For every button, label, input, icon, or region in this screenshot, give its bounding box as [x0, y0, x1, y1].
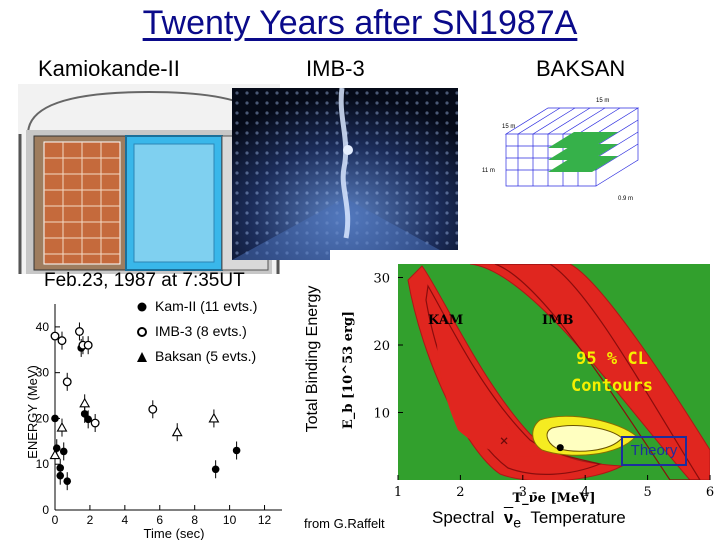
event-point-0-7	[80, 410, 89, 418]
binding-y-inner-label: E_b [10^53 erg]	[341, 311, 356, 429]
binding-x-tick-label-2: 3	[519, 485, 527, 500]
binding-y-tick-label-0: 10	[373, 407, 390, 422]
events-chart: 0 2 4 6 8 10 12 0 10 20 30 40 Time (sec) ENERGY (M…	[0, 300, 290, 540]
event-point-2-2	[79, 397, 91, 408]
event-point-0-5	[63, 477, 72, 485]
binding-y-outer-label: Total Binding Energy	[304, 285, 321, 433]
imb-detector-photo	[232, 88, 458, 260]
event-point-1-5	[83, 340, 93, 350]
event-point-2-1	[56, 421, 68, 432]
events-y-tick-label-0: 0	[42, 503, 49, 517]
imb-label: IMB-3	[306, 56, 365, 81]
events-x-label: Time (sec)	[144, 526, 205, 540]
filled-circle-icon	[137, 302, 147, 311]
events-x-tick-label-1: 2	[87, 513, 94, 527]
events-x-tick-label-4: 8	[191, 513, 198, 527]
baksan-detector-drawing: 15 m 15 m 11 m 0.9 m	[482, 98, 640, 202]
legend-baksan-label: Baksan (5 evts.)	[155, 348, 257, 364]
events-x-tick-label-6: 12	[258, 513, 272, 527]
event-date: Feb.23, 1987 at 7:35UT	[44, 270, 245, 291]
events-x-tick-label-2: 4	[122, 513, 129, 527]
theory-point	[556, 444, 564, 452]
event-point-1-3	[74, 327, 84, 336]
event-point-1-1	[57, 336, 67, 346]
binding-x-tick-label-3: 4	[581, 485, 589, 500]
event-point-0-10	[232, 446, 241, 455]
legend-imb-label: IMB-3 (8 evts.)	[155, 323, 247, 339]
spectral-left: Spectral	[432, 508, 495, 527]
nu-subscript: e	[513, 515, 522, 532]
binding-x-tick-label-1: 2	[456, 485, 464, 500]
kamiokande-label: Kamiokande-II	[38, 56, 180, 81]
events-y-tick-label-2: 20	[36, 411, 50, 425]
legend-kam-label: Kam-II (11 evts.)	[155, 298, 258, 314]
legend-item-imb: IMB-3 (8 evts.)	[136, 319, 257, 344]
event-point-0-8	[84, 415, 92, 424]
event-point-0-0	[51, 414, 59, 423]
event-point-0-1	[52, 444, 61, 452]
events-y-ticks: 0 10 20 30 40	[36, 320, 60, 517]
events-points	[49, 322, 241, 491]
spectral-right: Temperature	[530, 508, 626, 527]
imb-region-label: IMB	[542, 313, 573, 328]
binding-x-tick-label-0: 1	[394, 485, 402, 500]
binding-y-ticks: 10 20 30	[373, 272, 403, 422]
credit-text: from G.Raffelt	[304, 516, 385, 531]
kam-region-label: KAM	[428, 313, 463, 328]
events-x-ticks: 0 2 4 6 8 10 12	[52, 505, 272, 527]
events-y-label: ENERGY (MeV)	[25, 365, 40, 459]
overlap-region-inner	[546, 425, 623, 452]
events-legend: Kam-II (11 evts.) IMB-3 (8 evts.) Baksan…	[136, 294, 257, 369]
imb-region-outer	[469, 264, 710, 480]
binding-x-inner-label: T_ν̄e [MeV]	[512, 491, 595, 506]
event-point-1-7	[148, 404, 158, 414]
legend-item-baksan: Baksan (5 evts.)	[136, 344, 257, 369]
triangle-icon	[137, 351, 147, 362]
binding-marks	[500, 437, 564, 452]
baksan-dim-height: 11 m	[482, 168, 495, 174]
event-point-0-4	[59, 447, 68, 456]
events-y-tick-label-3: 30	[36, 366, 50, 380]
binding-energy-chart: 1 2 3 4 5 6 10 20 30 KAM IMB E_b [10^53 erg] T_…	[330, 250, 718, 510]
binding-y-tick-label-2: 30	[373, 272, 390, 287]
contours-note: 95 % CL Contours	[562, 346, 662, 400]
baksan-label: BAKSAN	[536, 56, 626, 81]
spectral-axis-title: Spectral νe Temperature	[432, 508, 626, 531]
imb-region-inner	[494, 264, 701, 480]
events-x-tick-label-3: 6	[156, 513, 163, 527]
events-y-tick-label-1: 10	[36, 457, 50, 471]
event-point-1-6	[90, 418, 100, 428]
event-point-1-2	[62, 377, 72, 387]
events-x-tick-label-5: 10	[223, 513, 237, 527]
open-circle-icon	[137, 326, 147, 337]
baksan-dim-depth: 0.9 m	[618, 196, 633, 202]
contours-line-2: Contours	[571, 376, 653, 396]
page-title: Twenty Years after SN1987A	[142, 4, 578, 42]
contours-line-1: 95 % CL	[576, 349, 648, 369]
event-point-2-4	[208, 412, 220, 423]
event-point-0-9	[211, 465, 220, 474]
event-point-2-3	[171, 426, 183, 437]
binding-x-ticks: 1 2 3 4 5 6	[394, 475, 714, 500]
theory-box: Theory	[621, 436, 687, 466]
kam-best-fit-mark	[500, 437, 508, 445]
events-y-tick-label-4: 40	[36, 320, 50, 334]
legend-item-kam: Kam-II (11 evts.)	[136, 294, 257, 319]
binding-x-tick-label-4: 5	[643, 485, 651, 500]
kam-region-fill	[436, 310, 540, 457]
binding-x-tick-label-5: 6	[706, 485, 714, 500]
event-point-2-0	[49, 449, 61, 460]
binding-y-tick-label-1: 20	[373, 339, 390, 354]
events-x-tick-label-0: 0	[52, 513, 59, 527]
event-point-1-0	[50, 331, 60, 341]
baksan-dim-side: 15 m	[502, 124, 515, 130]
nu-symbol: ν	[503, 508, 514, 527]
baksan-dim-top: 15 m	[596, 98, 609, 104]
event-point-0-3	[56, 464, 65, 472]
